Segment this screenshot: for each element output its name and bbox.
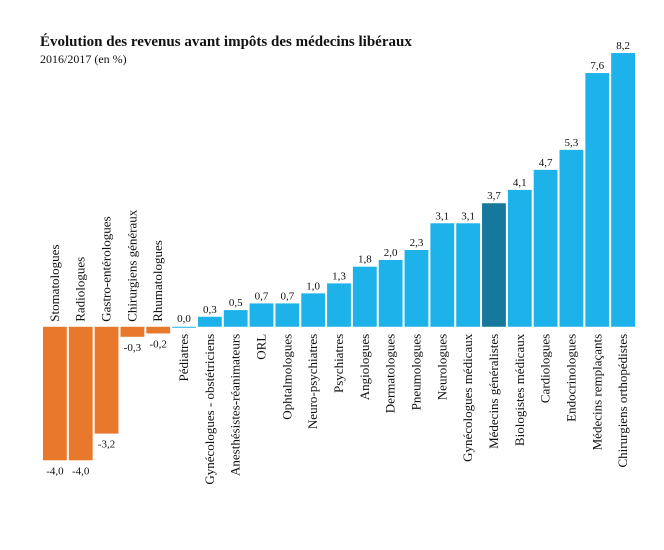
bar bbox=[507, 189, 532, 327]
value-label: 0,7 bbox=[280, 290, 294, 302]
x-tick-label: Endocrinologues bbox=[563, 334, 578, 422]
value-label: 4,7 bbox=[539, 157, 553, 169]
x-tick-label: Gynécologues - obstétriciens bbox=[202, 334, 217, 485]
value-label: 7,6 bbox=[590, 60, 604, 72]
x-tick-label: Pneumologues bbox=[408, 334, 423, 411]
value-label: 1,0 bbox=[306, 280, 320, 292]
bar bbox=[120, 326, 145, 337]
bar bbox=[275, 303, 300, 327]
bar bbox=[533, 169, 558, 327]
bar bbox=[456, 223, 481, 327]
x-tick-label: Anesthésistes-réanimateurs bbox=[228, 334, 243, 476]
x-tick-label: Stomatologues bbox=[47, 244, 62, 321]
bar bbox=[68, 326, 93, 461]
x-tick-label: Chirurgiens orthopédistes bbox=[615, 334, 630, 468]
x-tick-label: Biologistes médicaux bbox=[512, 333, 527, 446]
bar bbox=[611, 53, 635, 327]
x-tick-label: Pédiatres bbox=[176, 334, 191, 382]
x-tick-label: Médecins remplaçants bbox=[589, 334, 604, 451]
x-tick-label: Gastro-entérologues bbox=[99, 216, 114, 321]
value-label: 1,8 bbox=[358, 254, 372, 266]
x-tick-label: Angiologues bbox=[357, 334, 372, 400]
value-label: 0,7 bbox=[255, 290, 269, 302]
value-label: 4,1 bbox=[513, 177, 527, 189]
value-label: -4,0 bbox=[72, 465, 90, 477]
bar bbox=[146, 326, 171, 334]
value-label: 0,5 bbox=[229, 297, 243, 309]
value-label: 5,3 bbox=[565, 137, 579, 149]
x-tick-label: Radiologues bbox=[73, 257, 88, 322]
x-tick-label: Rhumatologues bbox=[150, 240, 165, 322]
bar bbox=[301, 293, 326, 327]
bar bbox=[94, 326, 119, 434]
x-tick-label: Dermatologues bbox=[383, 334, 398, 413]
bar bbox=[197, 316, 222, 327]
bar bbox=[249, 303, 274, 327]
bar bbox=[327, 283, 351, 327]
bar bbox=[482, 203, 506, 327]
value-label: 3,1 bbox=[461, 210, 475, 222]
chart-subtitle: 2016/2017 (en %) bbox=[40, 52, 127, 66]
x-tick-label: Psychiatres bbox=[331, 334, 346, 393]
x-tick-label: ORL bbox=[254, 334, 269, 360]
chart-title: Évolution des revenus avant impôts des m… bbox=[40, 33, 412, 50]
value-label: -0,3 bbox=[124, 342, 142, 354]
x-tick-label: Gynécologues médicaux bbox=[460, 333, 475, 462]
value-label: 3,7 bbox=[487, 190, 501, 202]
value-label: -4,0 bbox=[46, 465, 64, 477]
bar bbox=[223, 310, 248, 327]
x-tick-label: Médecins généralistes bbox=[486, 334, 501, 449]
bar bbox=[430, 223, 455, 327]
x-tick-label: Chirurgiens généraux bbox=[124, 209, 139, 322]
bar bbox=[404, 249, 429, 327]
bar bbox=[585, 73, 610, 327]
bar bbox=[172, 326, 196, 328]
bar bbox=[559, 149, 584, 327]
bar bbox=[43, 326, 67, 461]
value-label: 2,3 bbox=[410, 237, 424, 249]
value-label: 2,0 bbox=[384, 247, 398, 259]
x-tick-label: Ophtalmologues bbox=[279, 334, 294, 420]
value-label: 0,0 bbox=[177, 313, 191, 325]
value-label: 0,3 bbox=[203, 304, 217, 316]
value-label: 3,1 bbox=[435, 210, 449, 222]
x-tick-label: Cardiologues bbox=[538, 334, 553, 403]
x-tick-label: Neurologues bbox=[434, 334, 449, 400]
x-tick-label: Neuro-psychiatres bbox=[305, 334, 320, 429]
value-label: 8,2 bbox=[616, 40, 630, 52]
value-label: -3,2 bbox=[98, 439, 115, 451]
bar bbox=[378, 260, 403, 327]
bar bbox=[352, 266, 377, 327]
value-label: -0,2 bbox=[150, 338, 167, 350]
value-label: 1,3 bbox=[332, 270, 346, 282]
